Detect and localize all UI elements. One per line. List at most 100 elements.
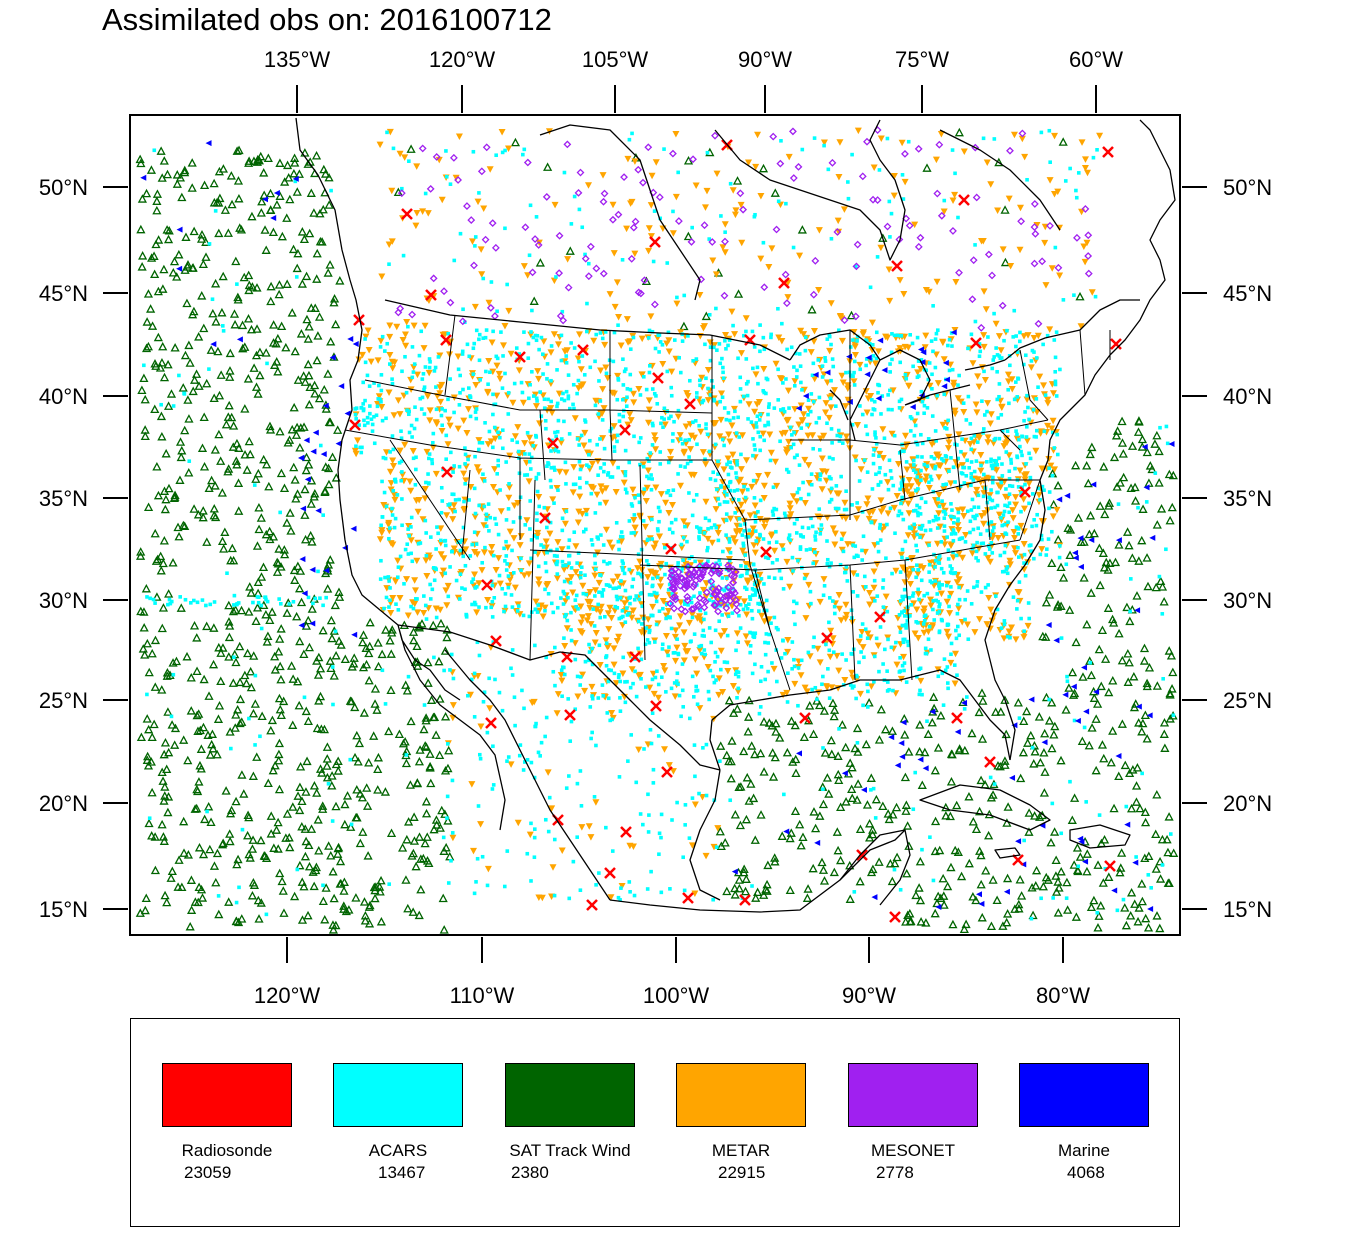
sat-track-wind-obs [1095,501,1105,510]
metar-obs [444,441,452,448]
metar-obs [920,629,928,637]
sat-track-wind-obs [249,651,259,660]
metar-obs [1008,624,1016,631]
metar-obs [390,412,398,419]
acars-obs [652,391,657,396]
sat-track-wind-obs [252,324,262,333]
metar-obs [614,573,622,581]
sat-track-wind-obs [234,506,244,515]
acars-obs [818,477,822,482]
acars-obs [562,398,567,403]
acars-obs [946,686,950,691]
acars-obs [949,641,954,646]
metar-obs [894,614,902,622]
sat-track-wind-obs [157,358,167,367]
sat-track-wind-obs [1134,416,1144,425]
acars-obs [518,495,523,500]
metar-obs [905,573,913,580]
acars-obs [363,337,367,341]
acars-obs [399,429,403,433]
acars-obs [825,557,830,562]
acars-obs [763,652,768,657]
metar-obs [548,409,556,417]
acars-obs [726,614,731,619]
acars-obs [602,462,606,466]
acars-obs [656,682,661,687]
sat-track-wind-obs [231,796,241,806]
sat-track-wind-obs [234,145,244,155]
sat-track-wind-obs [293,375,303,384]
acars-obs [829,497,834,502]
metar-obs [835,605,843,613]
acars-obs [933,514,938,519]
sat-track-wind-obs [322,754,332,763]
sat-track-wind-obs [263,778,273,788]
sat-track-wind-obs [152,196,162,205]
acars-obs [995,369,999,374]
metar-obs [546,530,554,538]
acars-obs [609,426,614,431]
acars-obs [1055,452,1060,457]
acars-obs [1029,549,1034,553]
acars-obs [421,372,426,376]
sat-track-wind-obs [152,461,162,471]
acars-obs [944,482,949,487]
sat-track-wind-obs [1077,736,1087,746]
sat-track-wind-obs [244,158,254,167]
metar-obs [587,621,595,628]
acars-obs [707,518,712,523]
sat-track-wind-obs [306,824,317,833]
sat-track-wind-obs [179,848,189,857]
sat-track-wind-obs [312,788,322,797]
sat-track-wind-obs [339,901,349,910]
acars-obs [724,518,729,523]
acars-obs [614,594,619,599]
acars-obs [817,448,822,452]
acars-obs [662,417,666,421]
acars-obs [465,342,470,347]
metar-obs [818,486,826,493]
sat-track-wind-obs [229,555,239,565]
metar-obs [952,278,960,286]
sat-track-wind-obs [340,799,350,809]
acars-obs [743,564,748,569]
metar-obs [855,638,863,646]
acars-obs [833,611,837,616]
sat-track-wind-obs [904,747,914,756]
metar-obs [954,522,962,529]
acars-obs [639,572,643,577]
sat-track-wind-obs [372,705,382,714]
metar-obs [864,495,872,503]
metar-obs [866,590,874,597]
sat-track-wind-obs [1082,866,1092,876]
sat-track-wind-obs [177,192,187,202]
acars-obs [917,505,922,510]
metar-obs [1002,493,1010,501]
metar-obs [460,507,468,514]
sat-track-wind-obs [232,859,242,869]
metar-obs [826,347,834,355]
acars-obs [943,426,947,430]
metar-obs [870,164,878,172]
acars-obs [889,350,894,355]
metar-obs [628,614,636,622]
sat-track-wind-obs [370,893,380,903]
acars-obs [707,598,712,602]
acars-obs [657,519,661,524]
metar-obs [656,583,664,590]
metar-obs [662,499,670,507]
acars-obs [740,533,745,537]
sat-track-wind-obs [309,491,319,501]
sat-track-wind-obs [1108,675,1118,685]
acars-obs [666,653,670,658]
acars-obs [1022,561,1026,565]
metar-obs [802,615,810,622]
metar-obs [403,576,411,583]
sat-track-wind-obs [915,856,925,866]
acars-obs [1023,482,1027,487]
sat-track-wind-obs [1123,677,1133,686]
sat-track-wind-obs [867,829,878,839]
acars-obs [877,526,882,530]
acars-obs [931,349,935,354]
acars-obs [589,538,594,542]
